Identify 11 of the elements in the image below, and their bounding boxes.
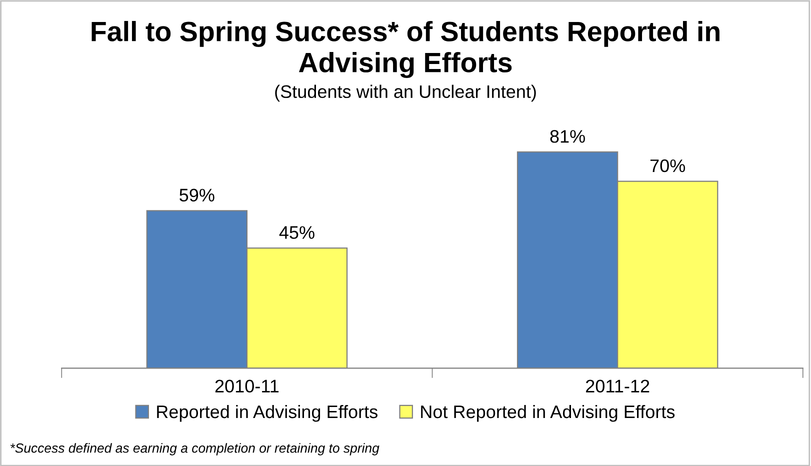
data-label: 81% — [550, 130, 585, 143]
chart-subtitle: (Students with an Unclear Intent) — [275, 84, 536, 102]
legend-label: Not Reported in Advising Efforts — [421, 404, 675, 422]
data-label: 45% — [279, 226, 314, 239]
x-tick-label: 2011-12 — [586, 380, 650, 393]
legend-label: Reported in Advising Efforts — [157, 404, 378, 422]
text: *Success defined as earning a completion or retaining to spring — [10, 443, 380, 456]
data-label: 59% — [180, 188, 214, 202]
x-tick-label: 2010-11 — [215, 380, 279, 393]
chart-title: Fall to Spring Success* of Students Reported in Advising Efforts — [92, 20, 720, 78]
data-label: 70% — [650, 159, 686, 172]
